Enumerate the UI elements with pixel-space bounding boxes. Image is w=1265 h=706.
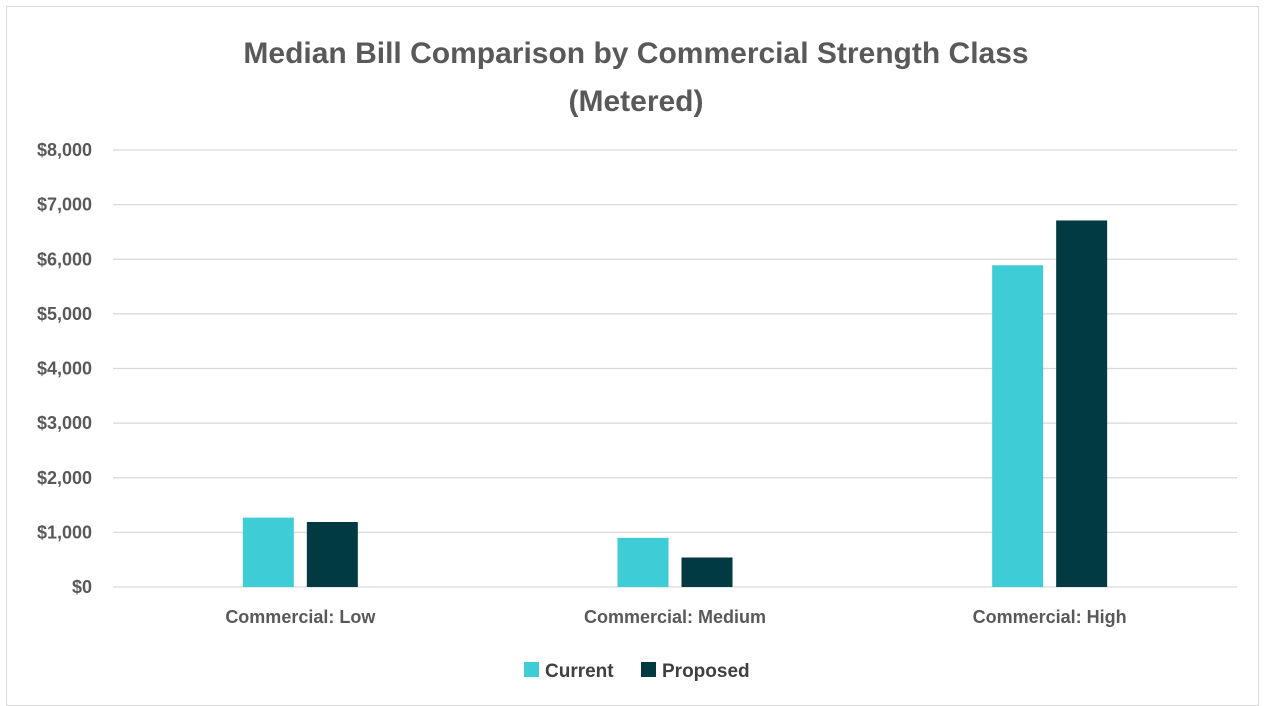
- gridlines: [113, 149, 1237, 588]
- chart-title-line-2: (Metered): [568, 85, 703, 118]
- category-label: Commercial: Medium: [584, 607, 766, 627]
- category-label: Commercial: Low: [225, 607, 376, 627]
- y-tick-label: $2,000: [37, 468, 92, 488]
- y-tick-label: $8,000: [37, 140, 92, 160]
- y-tick-label: $7,000: [37, 195, 92, 215]
- y-tick-label: $3,000: [37, 413, 92, 433]
- legend: Current Proposed: [524, 661, 750, 682]
- bar-proposed: [306, 521, 358, 587]
- y-tick-label: $5,000: [37, 304, 92, 324]
- y-tick-label: $4,000: [37, 359, 92, 379]
- chart-frame: [6, 6, 1259, 706]
- y-tick-label: $1,000: [37, 522, 92, 542]
- legend-swatch-current: [524, 662, 539, 677]
- bar-current: [992, 265, 1044, 587]
- bar-current: [242, 517, 294, 587]
- x-axis-category-labels: Commercial: Low Commercial: Medium Commerc…: [225, 607, 1126, 627]
- legend-label-proposed: Proposed: [662, 661, 750, 682]
- y-tick-label: $0: [72, 577, 92, 597]
- bar-current: [617, 537, 669, 587]
- y-tick-label: $6,000: [37, 249, 92, 269]
- category-label: Commercial: High: [973, 607, 1127, 627]
- bar-proposed: [1056, 220, 1108, 587]
- y-axis-tick-labels: $0 $1,000 $2,000 $3,000 $4,000 $5,000 $6,000 $7…: [37, 140, 92, 597]
- legend-label-current: Current: [545, 661, 614, 682]
- legend-swatch-proposed: [641, 662, 656, 677]
- bars: [242, 220, 1108, 587]
- chart-title-line-1: Median Bill Comparison by Commercial Str…: [243, 37, 1028, 70]
- bar-proposed: [681, 557, 733, 587]
